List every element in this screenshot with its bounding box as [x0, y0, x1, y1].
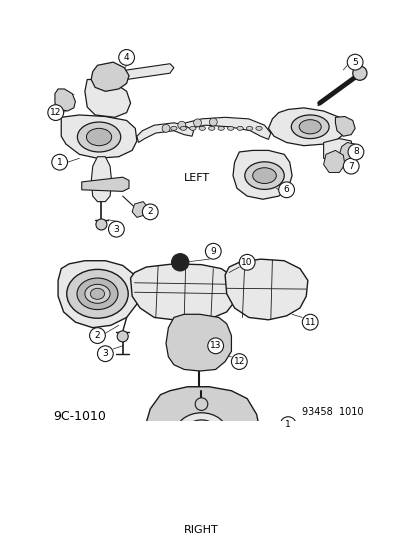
Ellipse shape — [218, 126, 224, 130]
Text: 12: 12 — [50, 108, 61, 117]
Polygon shape — [323, 139, 352, 162]
Text: 13: 13 — [209, 341, 221, 350]
Circle shape — [52, 155, 67, 170]
Polygon shape — [130, 264, 236, 320]
Circle shape — [231, 354, 247, 369]
Polygon shape — [145, 387, 260, 483]
Polygon shape — [184, 117, 270, 139]
Polygon shape — [339, 142, 358, 164]
Circle shape — [119, 50, 134, 66]
Ellipse shape — [252, 168, 275, 183]
Ellipse shape — [236, 126, 243, 130]
Polygon shape — [91, 62, 129, 91]
Text: RIGHT: RIGHT — [184, 524, 218, 533]
Circle shape — [193, 119, 201, 127]
Polygon shape — [132, 201, 147, 217]
Circle shape — [352, 66, 366, 80]
Polygon shape — [268, 108, 344, 146]
Polygon shape — [166, 314, 231, 371]
Text: 3: 3 — [113, 225, 119, 233]
Ellipse shape — [77, 122, 121, 152]
Circle shape — [347, 54, 362, 70]
Circle shape — [195, 398, 207, 410]
Circle shape — [209, 118, 217, 126]
Polygon shape — [323, 150, 344, 173]
Circle shape — [171, 254, 188, 271]
Ellipse shape — [176, 413, 227, 452]
Text: 3: 3 — [102, 349, 108, 358]
Text: 9: 9 — [210, 247, 216, 256]
Polygon shape — [91, 157, 112, 201]
Circle shape — [142, 204, 158, 220]
Text: 10: 10 — [241, 258, 252, 267]
Circle shape — [48, 104, 64, 120]
Text: 93458  1010: 93458 1010 — [301, 407, 362, 417]
Circle shape — [108, 221, 124, 237]
Ellipse shape — [255, 126, 261, 130]
Circle shape — [96, 219, 107, 230]
Text: 2: 2 — [95, 331, 100, 340]
Polygon shape — [335, 117, 354, 136]
Circle shape — [117, 331, 128, 342]
Polygon shape — [85, 79, 130, 117]
Text: 8: 8 — [352, 148, 358, 157]
Circle shape — [239, 254, 254, 270]
Text: 1: 1 — [285, 420, 290, 429]
Ellipse shape — [299, 120, 320, 134]
Text: 5: 5 — [351, 58, 357, 67]
Text: 12: 12 — [233, 357, 244, 366]
Circle shape — [178, 121, 185, 129]
Polygon shape — [137, 123, 193, 142]
Ellipse shape — [90, 288, 104, 300]
Circle shape — [301, 314, 317, 330]
Text: 1: 1 — [57, 158, 62, 167]
Ellipse shape — [85, 284, 110, 303]
Ellipse shape — [199, 126, 205, 130]
Ellipse shape — [86, 128, 112, 146]
Ellipse shape — [185, 420, 218, 445]
Text: 2: 2 — [147, 207, 153, 216]
Circle shape — [207, 338, 223, 354]
Polygon shape — [233, 150, 292, 199]
Circle shape — [97, 346, 113, 361]
Polygon shape — [225, 259, 307, 320]
Text: 11: 11 — [304, 318, 315, 327]
Polygon shape — [61, 115, 137, 158]
Polygon shape — [163, 489, 240, 517]
Circle shape — [280, 417, 295, 432]
Text: 9C-1010: 9C-1010 — [54, 410, 106, 423]
Polygon shape — [81, 177, 129, 191]
Circle shape — [205, 244, 221, 259]
Ellipse shape — [208, 126, 214, 130]
Polygon shape — [152, 464, 252, 497]
Ellipse shape — [77, 278, 118, 310]
Ellipse shape — [227, 126, 233, 130]
Ellipse shape — [189, 126, 195, 130]
Circle shape — [89, 328, 105, 343]
Text: 4: 4 — [123, 53, 129, 62]
Circle shape — [347, 144, 363, 160]
Polygon shape — [55, 89, 75, 111]
Ellipse shape — [291, 115, 328, 139]
Circle shape — [342, 158, 358, 174]
Circle shape — [278, 182, 294, 198]
Circle shape — [162, 124, 170, 132]
Text: LEFT: LEFT — [184, 173, 210, 183]
Polygon shape — [114, 64, 173, 86]
Ellipse shape — [246, 126, 252, 130]
Polygon shape — [58, 261, 138, 328]
Ellipse shape — [170, 126, 177, 130]
Ellipse shape — [180, 126, 186, 130]
Text: 6: 6 — [283, 185, 289, 195]
Ellipse shape — [66, 269, 128, 318]
Text: 7: 7 — [347, 161, 353, 171]
Ellipse shape — [244, 162, 284, 189]
